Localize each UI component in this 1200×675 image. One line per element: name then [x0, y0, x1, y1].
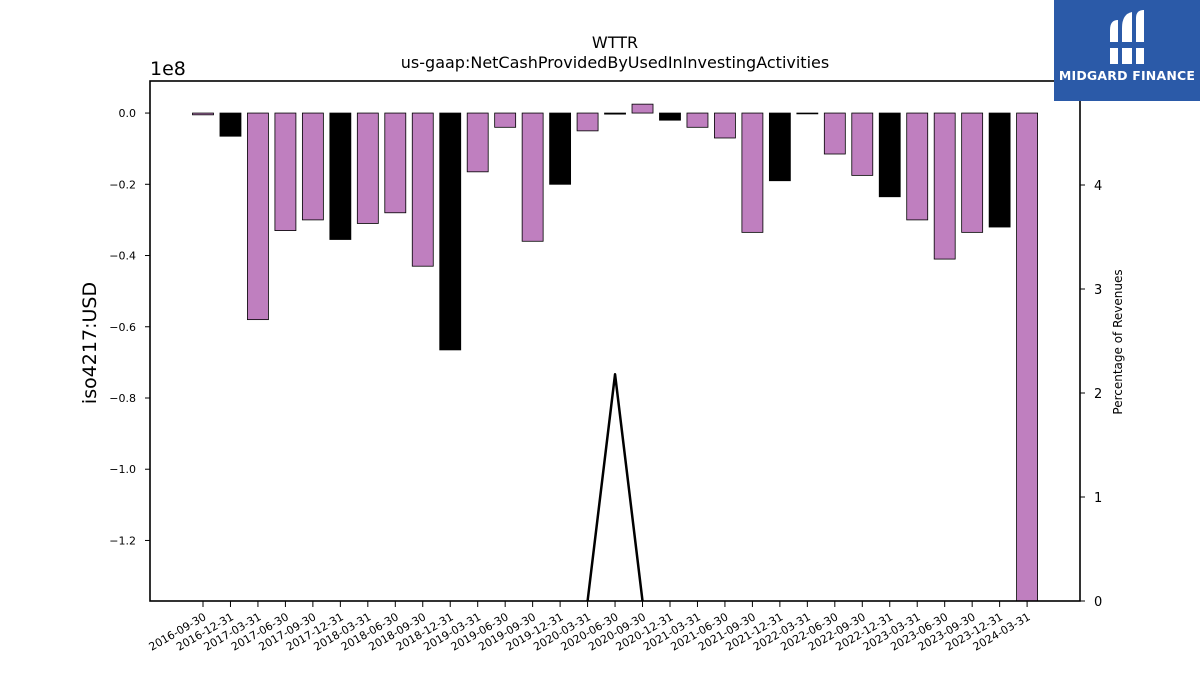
- bar: [219, 112, 242, 137]
- bar: [659, 112, 681, 121]
- bar: [439, 112, 462, 351]
- bar: [1016, 112, 1038, 602]
- midgard-finance-logo: MIDGARD FINANCE: [1054, 0, 1200, 101]
- y2-tick-label: 1: [1094, 491, 1102, 506]
- bar: [741, 112, 764, 233]
- bar: [988, 112, 1011, 228]
- bar: [851, 112, 874, 176]
- bar: [768, 112, 791, 182]
- y-tick-label: −0.8: [109, 392, 136, 405]
- y-offset-label: 1e8: [150, 58, 186, 80]
- y2-tick-label: 0: [1094, 595, 1102, 610]
- bar: [521, 112, 544, 242]
- y2-tick-label: 2: [1094, 387, 1102, 402]
- bar: [384, 112, 407, 214]
- chart-title: WTTR: [592, 33, 638, 52]
- bar: [878, 112, 901, 198]
- bar: [714, 112, 736, 139]
- bar: [631, 103, 654, 114]
- bar: [301, 112, 324, 221]
- bar: [604, 112, 626, 115]
- bar: [961, 112, 984, 233]
- y-tick-label: −1.2: [109, 534, 136, 547]
- bar: [906, 112, 929, 221]
- y-tick-label: 0.0: [119, 107, 137, 120]
- bar: [933, 112, 956, 260]
- y2-tick-label: 3: [1094, 283, 1102, 298]
- bar: [796, 112, 819, 115]
- bar: [356, 112, 379, 224]
- bar: [466, 112, 489, 173]
- bar: [411, 112, 434, 267]
- y2-tick-label: 4: [1094, 179, 1102, 194]
- plot-frame: [149, 80, 1081, 602]
- bar: [192, 112, 214, 116]
- logo-text: MIDGARD FINANCE: [1058, 68, 1196, 83]
- bar: [823, 112, 846, 155]
- plot-area: 0.0−0.2−0.4−0.6−0.8−1.0−1.20123452016-09…: [109, 75, 1102, 654]
- y-tick-label: −0.4: [109, 250, 136, 263]
- bar: [576, 112, 599, 132]
- y-tick-label: −1.0: [109, 463, 136, 476]
- bar: [274, 112, 297, 231]
- bar: [247, 112, 269, 321]
- percentage-line: [586, 373, 644, 602]
- chart-subtitle: us-gaap:NetCashProvidedByUsedInInvesting…: [401, 53, 829, 72]
- y-tick-label: −0.6: [109, 321, 136, 334]
- midgard-logo-icon: [1108, 10, 1148, 64]
- y2-axis-label: Percentage of Revenues: [1111, 269, 1125, 414]
- bar: [686, 112, 709, 128]
- bar: [549, 112, 572, 185]
- bar: [494, 112, 517, 128]
- bar: [329, 112, 352, 240]
- y-tick-label: −0.2: [109, 178, 136, 191]
- y-axis-label: iso4217:USD: [79, 282, 101, 404]
